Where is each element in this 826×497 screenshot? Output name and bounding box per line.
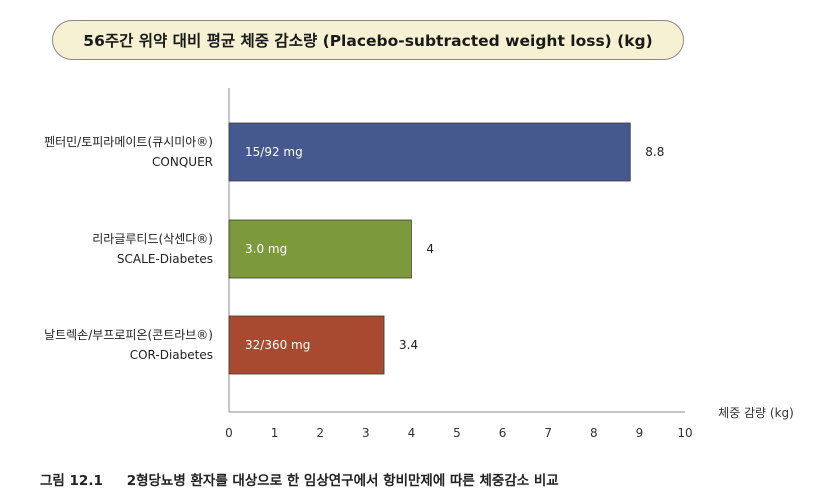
x-tick-label: 0 [225,426,233,440]
category-drug-label: 리라글루티드(삭센다®) [92,232,213,246]
category-trial-label: SCALE-Diabetes [117,252,213,266]
bar-dose-label: 32/360 mg [245,338,310,352]
bar-value-label: 4 [426,242,434,256]
x-tick-label: 5 [453,426,461,440]
x-tick-label: 2 [316,426,324,440]
x-tick-label: 10 [677,426,692,440]
chart-title: 56주간 위약 대비 평균 체중 감소량 (Placebo-subtracted… [52,20,684,60]
bar-dose-label: 15/92 mg [245,145,303,159]
figure-number: 그림 12.1 [40,473,103,489]
bar [228,122,631,182]
category-drug-label: 펜터민/토피라메이트(큐시미아®) [44,135,213,149]
x-tick-label: 7 [544,426,552,440]
x-tick-label: 1 [271,426,279,440]
x-tick-label: 4 [408,426,416,440]
figure-caption-text: 2형당뇨병 환자를 대상으로 한 임상연구에서 항비만제에 따른 체중감소 비교 [126,473,559,489]
bar-chart: 0 1 2 3 4 5 6 7 8 9 10 체중 감량 (kg) 15/92 mg 8.8 펜터민/토피라… [44,88,794,440]
x-tick-label: 6 [499,426,507,440]
bar-dose-label: 3.0 mg [245,242,287,256]
x-tick-label: 8 [590,426,598,440]
x-tick-label: 3 [362,426,370,440]
x-tick-label: 9 [636,426,644,440]
bar-value-label: 3.4 [399,338,418,352]
chart-title-text: 56주간 위약 대비 평균 체중 감소량 (Placebo-subtracted… [83,32,653,50]
category-trial-label: COR-Diabetes [130,348,213,362]
x-axis-label: 체중 감량 (kg) [718,406,794,420]
bar [228,315,385,375]
bar-value-label: 8.8 [645,145,664,159]
category-trial-label: CONQUER [152,155,213,169]
category-drug-label: 날트렉손/부프로피온(콘트라브®) [44,328,213,342]
figure-caption: 그림 12.1 2형당뇨병 환자를 대상으로 한 임상연구에서 항비만제에 따른… [40,469,559,489]
bar [228,219,412,279]
